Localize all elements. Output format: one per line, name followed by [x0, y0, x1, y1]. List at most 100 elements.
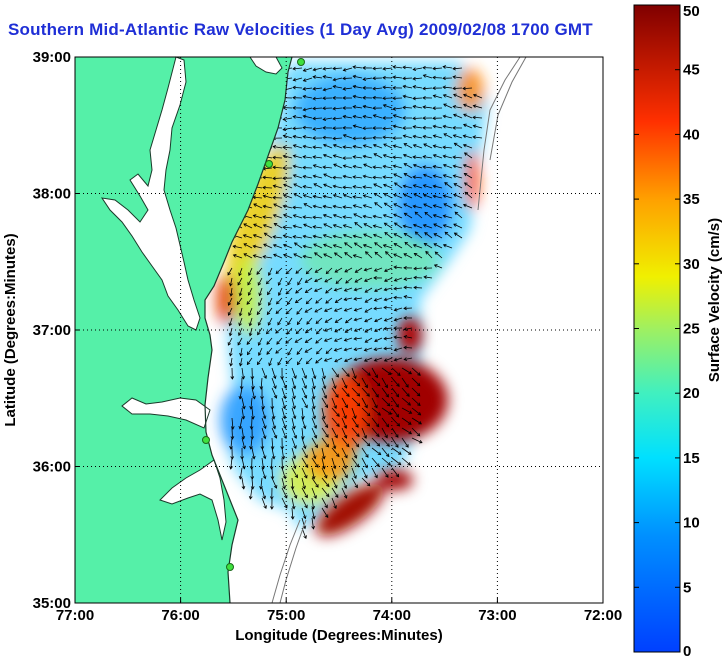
- velocity-arrow: [227, 307, 233, 316]
- velocity-arrow: [403, 327, 413, 331]
- velocity-arrow: [403, 232, 413, 239]
- velocity-arrow: [238, 327, 243, 337]
- velocity-arrow: [342, 185, 353, 190]
- velocity-arrow: [444, 182, 453, 189]
- velocity-arrow: [332, 224, 343, 229]
- velocity-arrow: [422, 125, 433, 130]
- velocity-arrow: [391, 467, 400, 478]
- velocity-arrow: [361, 417, 371, 427]
- velocity-arrow: [296, 347, 303, 355]
- velocity-arrow: [452, 155, 463, 160]
- velocity-arrow: [261, 427, 267, 440]
- velocity-arrow: [292, 164, 303, 169]
- velocity-arrow: [364, 337, 373, 343]
- velocity-arrow: [352, 114, 363, 119]
- velocity-arrow: [291, 427, 298, 439]
- velocity-arrow: [381, 447, 390, 458]
- velocity-mid-green: [300, 230, 440, 290]
- velocity-arrow: [261, 497, 267, 509]
- velocity-arrow: [341, 427, 348, 439]
- velocity-arrow: [381, 457, 391, 466]
- velocity-arrow: [292, 66, 303, 71]
- velocity-arrow: [372, 224, 383, 229]
- velocity-arrow: [453, 203, 463, 209]
- velocity-arrow: [351, 377, 361, 387]
- velocity-arrow: [292, 105, 303, 110]
- velocity-arrow: [250, 477, 255, 490]
- velocity-arrow: [393, 335, 403, 340]
- velocity-arrow: [323, 357, 333, 362]
- velocity-arrow: [276, 297, 283, 305]
- velocity-arrow: [262, 194, 273, 199]
- velocity-arrow: [403, 295, 413, 299]
- velocity-arrow: [452, 86, 463, 91]
- velocity-arrow: [453, 93, 463, 99]
- velocity-arrow: [342, 106, 353, 110]
- velocity-arrow: [362, 243, 373, 249]
- velocity-arrow: [362, 114, 373, 119]
- velocity-arrow: [312, 136, 323, 140]
- velocity-arrow: [232, 244, 243, 249]
- velocity-arrow: [304, 327, 313, 334]
- velocity-arrow: [352, 204, 363, 209]
- velocity-arrow: [393, 265, 403, 270]
- velocity-arrow: [442, 145, 453, 150]
- velocity-arrow: [256, 267, 263, 275]
- velocity-arrow: [424, 232, 433, 239]
- velocity-arrow: [270, 497, 274, 510]
- velocity-arrow: [352, 254, 363, 259]
- velocity-arrow: [258, 287, 263, 297]
- velocity-arrow: [291, 497, 296, 510]
- velocity-arrow: [371, 447, 382, 456]
- velocity-arrow: [311, 447, 317, 460]
- velocity-arrow: [442, 154, 453, 159]
- velocity-arrow: [382, 135, 393, 140]
- velocity-arrow: [290, 507, 295, 520]
- x-tick-label: 75:00: [267, 607, 305, 624]
- velocity-arrow: [333, 307, 343, 312]
- velocity-arrow: [432, 154, 443, 159]
- velocity-arrow: [331, 497, 337, 509]
- velocity-arrow: [273, 203, 283, 209]
- velocity-arrow: [302, 77, 313, 82]
- radar-site-marker: [226, 563, 234, 571]
- velocity-arrow: [403, 285, 413, 290]
- velocity-arrow: [391, 397, 399, 408]
- velocity-arrow: [402, 76, 413, 81]
- velocity-arrow: [229, 357, 233, 367]
- velocity-arrow: [412, 163, 423, 169]
- velocity-arrow: [238, 287, 243, 297]
- velocity-arrow: [344, 252, 353, 259]
- velocity-arrow: [331, 367, 339, 378]
- velocity-arrow: [351, 447, 358, 459]
- velocity-arrow: [248, 317, 253, 327]
- velocity-arrow: [243, 253, 253, 259]
- velocity-arrow: [412, 243, 423, 249]
- velocity-arrow: [452, 125, 463, 130]
- velocity-arrow: [277, 287, 283, 296]
- velocity-arrow: [392, 106, 403, 111]
- velocity-arrow: [393, 233, 403, 239]
- velocity-arrow: [332, 213, 343, 219]
- velocity-arrow: [281, 407, 287, 420]
- y-tick-label: 38:00: [33, 186, 71, 203]
- velocity-arrow: [271, 477, 278, 489]
- velocity-arrow: [281, 487, 288, 499]
- velocity-arrow: [295, 267, 303, 274]
- velocity-arrow: [293, 183, 303, 189]
- velocity-arrow: [353, 296, 363, 301]
- velocity-arrow: [313, 252, 323, 259]
- velocity-arrow: [237, 277, 243, 286]
- velocity-arrow: [381, 397, 391, 407]
- velocity-arrow: [325, 297, 333, 304]
- velocity-arrow: [292, 235, 303, 239]
- velocity-arrow: [304, 347, 313, 353]
- velocity-arrow: [362, 144, 373, 149]
- velocity-arrow: [412, 96, 423, 101]
- velocity-arrow: [312, 155, 323, 159]
- velocity-arrow: [361, 427, 368, 439]
- velocity-arrow: [257, 347, 263, 357]
- velocity-arrow: [296, 357, 303, 366]
- velocity-arrow: [261, 417, 267, 430]
- velocity-arrow: [411, 437, 423, 444]
